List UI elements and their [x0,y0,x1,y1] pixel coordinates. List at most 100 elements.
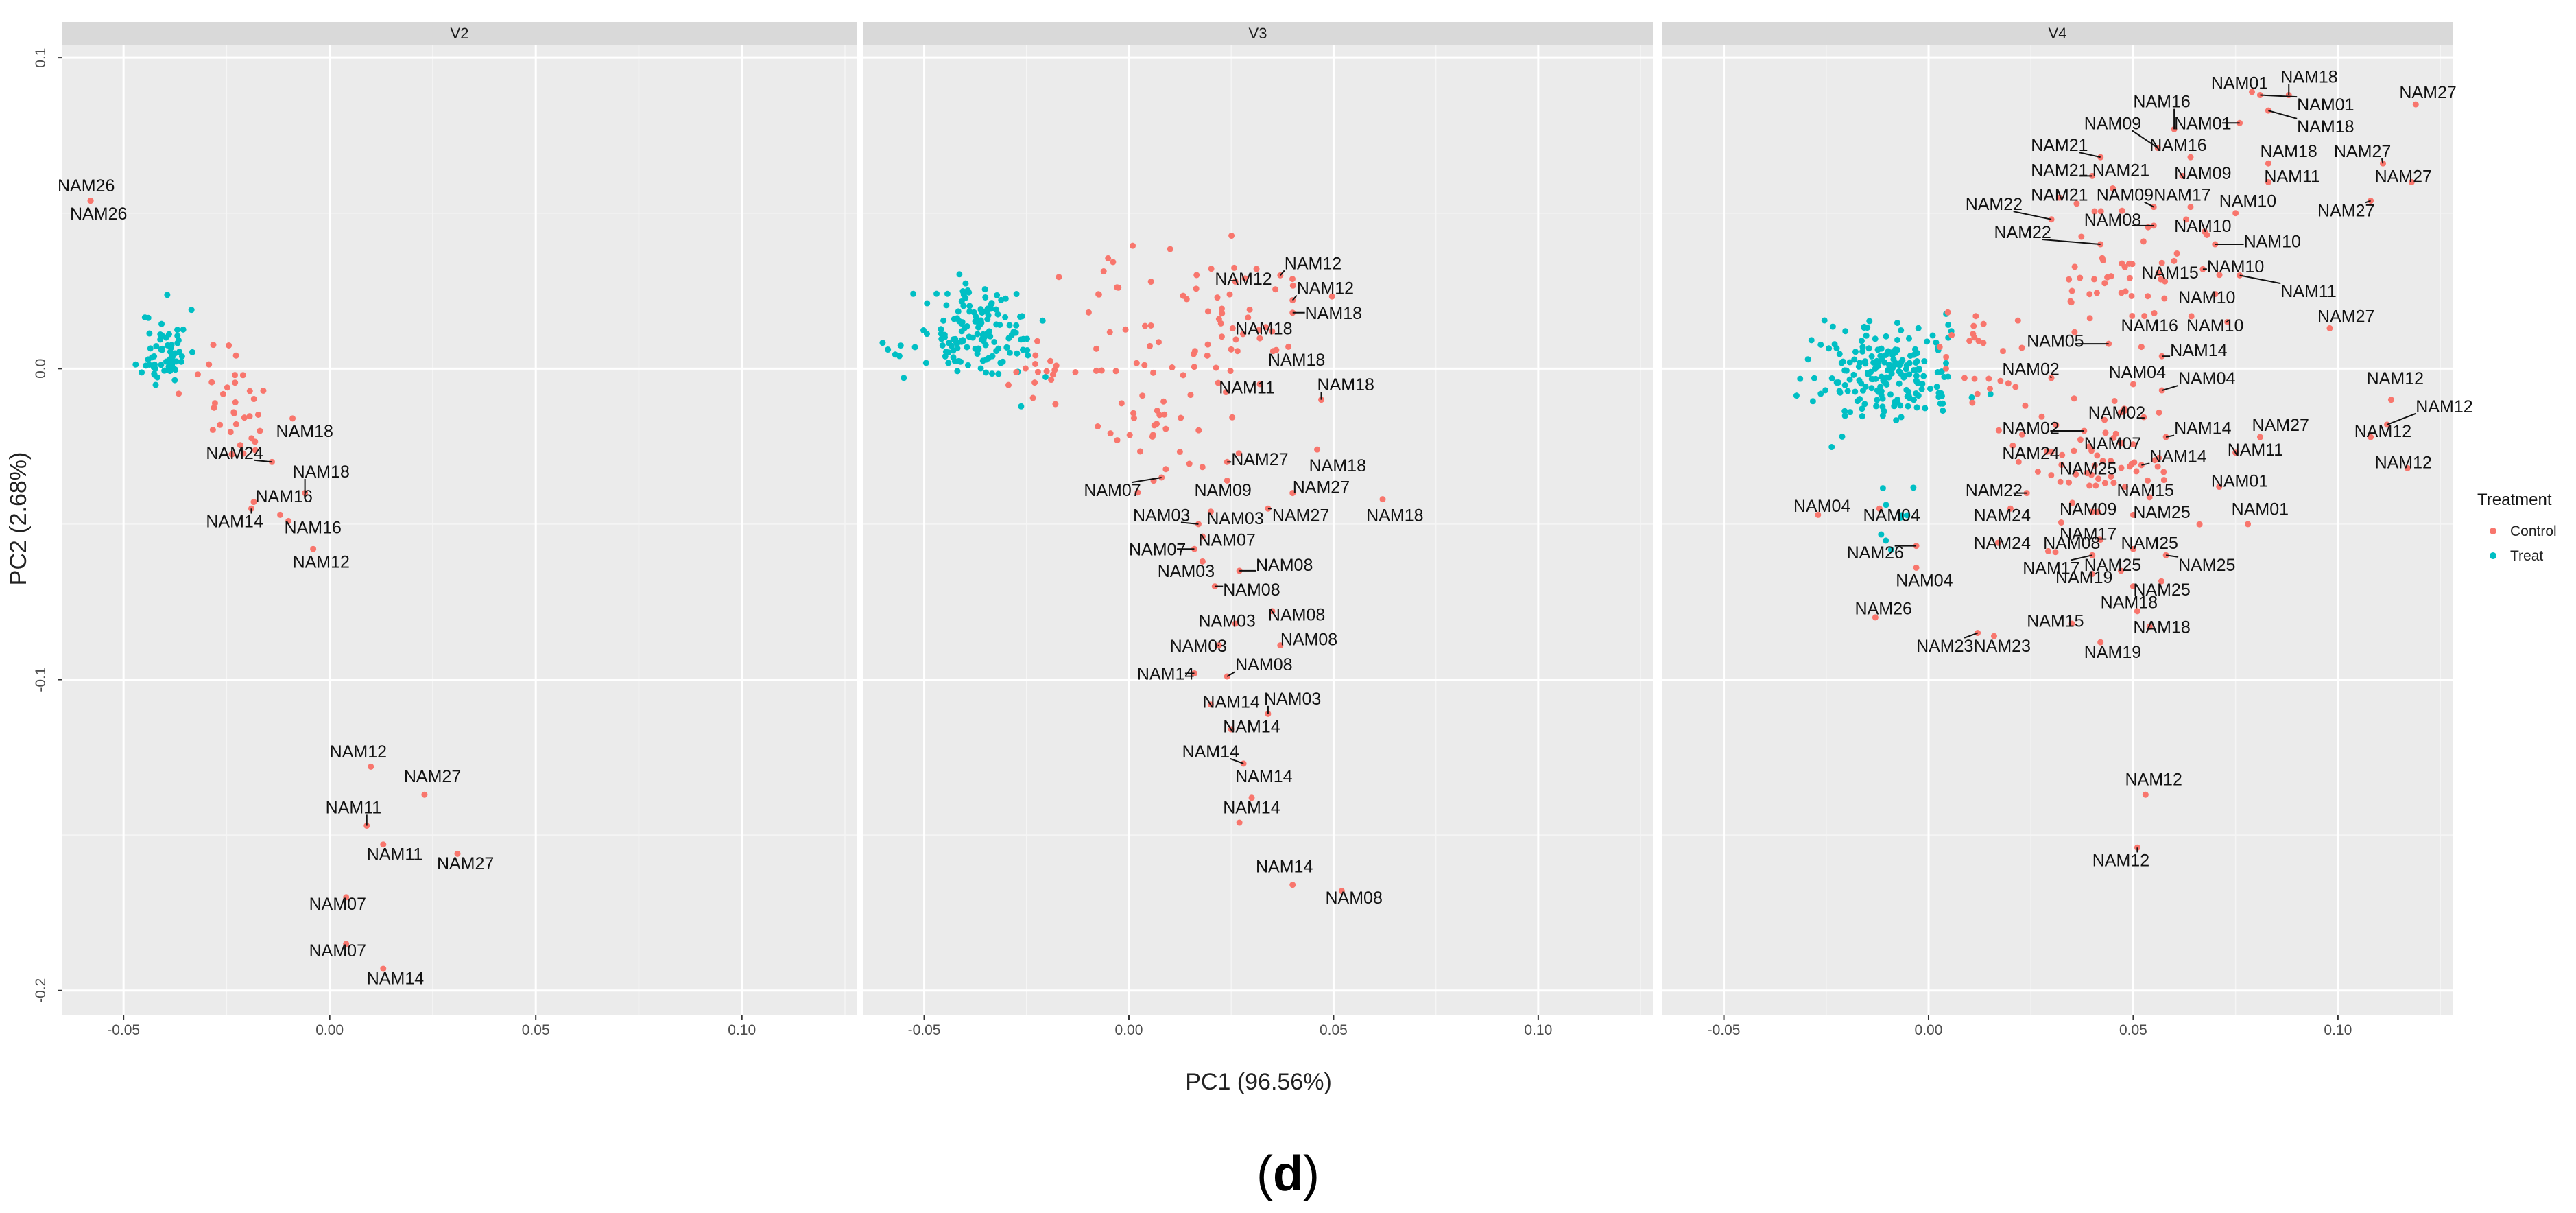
control-point [1974,390,1981,397]
control-point [2101,280,2108,287]
control-point [2048,472,2055,479]
control-point [219,390,226,397]
point-label: NAM15 [2141,263,2198,283]
point-label: NAM18 [2260,142,2317,161]
control-point-labeled [2368,434,2374,440]
control-point [1241,275,1248,282]
point-label: NAM08 [1280,631,1337,650]
point-label: NAM12 [1285,254,1341,273]
treat-point [1850,371,1857,378]
control-point [2151,457,2158,464]
treat-point [1906,360,1913,366]
treat-point [1921,358,1928,365]
treat-point [958,298,965,305]
control-point-labeled [2412,101,2419,108]
label-leader-line [1964,632,1978,639]
treat-point [1905,403,1911,410]
control-point-labeled [2212,291,2219,298]
treat-point [951,316,957,322]
point-label: NAM01 [2297,95,2354,115]
point-label: NAM18 [1305,304,1362,323]
control-point [1141,362,1148,368]
treat-point [1905,335,1912,342]
treat-point [1913,373,1920,379]
point-label: NAM07 [309,941,366,961]
label-leader-line [2381,158,2384,164]
control-point [2151,309,2158,316]
y-tick-label: -0.2 [33,978,49,1003]
control-point-labeled [1199,533,1206,540]
y-tick-label: 0.1 [33,48,49,68]
control-point [1031,379,1038,386]
point-label: NAM27 [2334,142,2391,161]
control-point [1134,489,1141,496]
control-point [2158,578,2164,585]
point-label: NAM25 [2060,459,2116,478]
treat-point [1874,397,1881,403]
treat-point [966,303,973,309]
treat-point [1020,335,1027,342]
treat-point [164,292,171,298]
control-point [2111,397,2118,404]
treat-point [1833,379,1840,386]
control-point [2022,402,2029,409]
treat-point [1894,320,1900,327]
legend-label-treat: Treat [2510,548,2543,564]
treat-point [154,374,161,381]
control-point [257,427,263,434]
point-label: NAM08 [1256,556,1313,575]
control-point [208,379,215,386]
control-point-labeled [1207,508,1214,515]
treat-point [974,331,981,338]
x-axis-title: PC1 (96.56%) [1185,1069,1332,1095]
control-point-labeled [380,841,387,848]
treat-point [1831,341,1838,348]
control-point-labeled [1224,477,1230,484]
control-point [252,438,259,445]
control-point [2059,451,2066,458]
y-tick-label: 0.0 [33,359,49,379]
control-point [1114,284,1121,291]
treat-point [174,327,181,333]
point-label: NAM04 [2109,363,2166,382]
y-axis-title: PC2 (2.68%) [5,452,32,586]
treat-point [1828,375,1835,382]
control-point [1191,364,1197,370]
treat-point [143,362,150,369]
control-point [2140,414,2147,421]
point-label: NAM18 [2280,67,2337,86]
control-point-labeled [2118,440,2125,447]
point-label: NAM27 [1272,506,1329,525]
caption-open: ( [1256,1146,1273,1201]
treat-point [993,321,1000,328]
control-point [1961,375,1968,381]
control-point-labeled [2326,325,2333,331]
treat-point [158,320,165,327]
control-point-labeled [1876,505,1883,512]
control-point [1218,333,1225,340]
treat-point [1894,397,1901,403]
point-label: NAM15 [2117,481,2174,500]
control-point [2094,452,2101,459]
point-label: NAM17 [2060,525,2116,544]
point-label: NAM12 [2354,422,2411,441]
x-tick-label: 0.10 [728,1022,756,1038]
control-point [2058,461,2065,468]
treat-point [1842,328,1849,335]
treat-point [1883,333,1889,340]
control-point [240,450,247,457]
control-point [1105,255,1112,261]
control-point [2088,471,2095,478]
control-point [2160,477,2167,484]
treat-point [943,302,950,309]
treat-point [1887,391,1894,398]
label-leader-line [2239,274,2281,285]
control-point [232,372,239,379]
control-point [232,421,239,427]
control-point [1253,266,1260,272]
control-point [2058,519,2064,526]
control-point-labeled [2118,567,2125,574]
panel-background [863,45,1653,1015]
treat-point [955,308,962,315]
